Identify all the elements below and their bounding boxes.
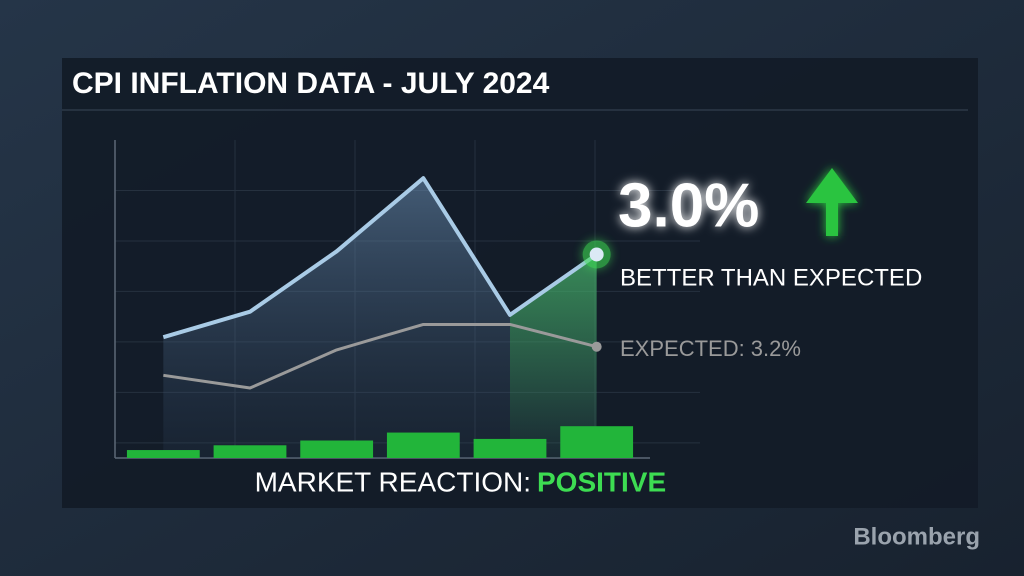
- line: [162, 176, 598, 340]
- bar: [386, 432, 460, 458]
- bar: [560, 426, 634, 458]
- bar: [213, 445, 287, 458]
- reaction-label: MARKET REACTION:: [255, 466, 531, 497]
- highlight-area: [510, 254, 597, 458]
- expected-note: EXPECTED: 3.2%: [620, 336, 801, 361]
- plot-area: [114, 140, 700, 459]
- end-dot: [591, 341, 602, 352]
- bar: [300, 440, 374, 458]
- headline-note: BETTER THAN EXPECTED: [620, 264, 922, 291]
- end-dot: [589, 247, 604, 262]
- area-fill: [163, 178, 597, 458]
- up-arrow: [806, 168, 858, 236]
- brand: Bloomberg: [853, 523, 980, 550]
- line: [163, 322, 598, 390]
- chart-title: CPI INFLATION DATA - JULY 2024: [72, 67, 550, 100]
- bar: [473, 438, 547, 458]
- headline-value: 3.0%: [618, 171, 759, 240]
- bar: [126, 450, 200, 458]
- reaction-value: POSITIVE: [537, 466, 666, 497]
